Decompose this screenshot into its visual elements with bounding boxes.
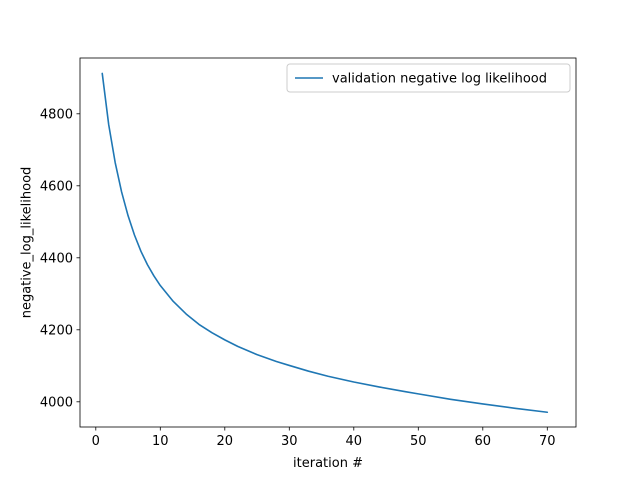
y-tick-label: 4000	[40, 395, 73, 410]
y-tick-label: 4200	[40, 323, 73, 338]
x-tick-label: 20	[217, 434, 234, 449]
axes-frame	[79, 57, 577, 428]
y-axis-label: negative_log_likelihood	[20, 167, 35, 319]
x-tick-label: 10	[152, 434, 169, 449]
x-axis-label: iteration #	[293, 456, 363, 471]
legend: validation negative log likelihood	[286, 63, 571, 93]
y-tick-label: 4400	[40, 251, 73, 266]
x-tick-label: 30	[281, 434, 298, 449]
x-tick-label: 60	[475, 434, 492, 449]
y-tick-label: 4800	[40, 107, 73, 122]
x-tick-label: 70	[539, 434, 556, 449]
legend-box	[286, 63, 571, 93]
x-tick-label: 0	[92, 434, 100, 449]
x-tick-label: 50	[410, 434, 427, 449]
plot-area	[101, 72, 549, 414]
series-line-0	[101, 72, 549, 414]
legend-label-0: validation negative log likelihood	[332, 72, 547, 87]
x-tick-label: 40	[346, 434, 363, 449]
axes: 0 10 20 30 40 50 60 70 4000 4200 4400 4600 4800	[40, 57, 577, 449]
y-tick-label: 4600	[40, 179, 73, 194]
